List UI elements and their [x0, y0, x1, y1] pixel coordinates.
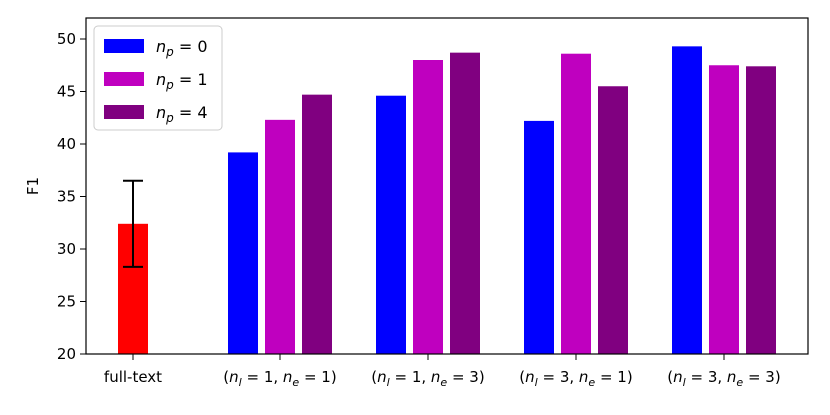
x-tick-label: full-text — [104, 368, 162, 386]
bar-series-2-cat-2 — [450, 52, 480, 355]
x-tick-label: (nl = 1, ne = 1) — [223, 368, 336, 389]
bar-series-2-cat-4 — [746, 66, 776, 355]
y-tick-label: 35 — [57, 188, 76, 206]
y-tick-label: 45 — [57, 83, 76, 101]
legend-label-2: np = 4 — [156, 103, 208, 125]
bar-series-2-cat-3 — [598, 86, 628, 354]
plot-frame — [85, 17, 809, 355]
y-tick-label: 50 — [57, 30, 76, 48]
bar-series-1-cat-1 — [265, 119, 295, 354]
bar-series-0-cat-3 — [524, 120, 554, 355]
x-axis: full-text (nl = 1, ne = 1) (nl = 1, ne = 3… — [104, 354, 781, 389]
legend-swatch-0 — [104, 39, 144, 53]
bar-series-0-cat-1 — [228, 152, 258, 354]
bar-series-0-cat-2 — [376, 95, 406, 354]
bar-series-0-cat-4 — [672, 46, 702, 354]
y-axis: 20 25 30 35 40 45 50 — [57, 30, 86, 363]
x-tick-label: (nl = 3, ne = 1) — [519, 368, 632, 389]
bars-layer — [118, 46, 776, 355]
bar-series-1-cat-4 — [709, 65, 739, 354]
legend: np = 0 np = 1 np = 4 — [93, 25, 223, 131]
legend-label-1: np = 1 — [156, 70, 208, 92]
legend-swatch-2 — [104, 105, 144, 119]
y-tick-label: 30 — [57, 240, 76, 258]
bar-series-1-cat-3 — [561, 53, 591, 354]
x-tick-label: (nl = 3, ne = 3) — [667, 368, 780, 389]
bar-series-1-cat-2 — [413, 60, 443, 354]
y-tick-label: 40 — [57, 135, 76, 153]
y-tick-label: 25 — [57, 293, 76, 311]
legend-label-0: np = 0 — [156, 37, 208, 59]
y-tick-label: 20 — [57, 345, 76, 363]
x-tick-label: (nl = 1, ne = 3) — [371, 368, 484, 389]
bar-series-2-cat-1 — [302, 94, 332, 355]
y-axis-label: F1 — [24, 177, 42, 195]
legend-swatch-1 — [104, 72, 144, 86]
errorbar-layer — [123, 179, 143, 268]
